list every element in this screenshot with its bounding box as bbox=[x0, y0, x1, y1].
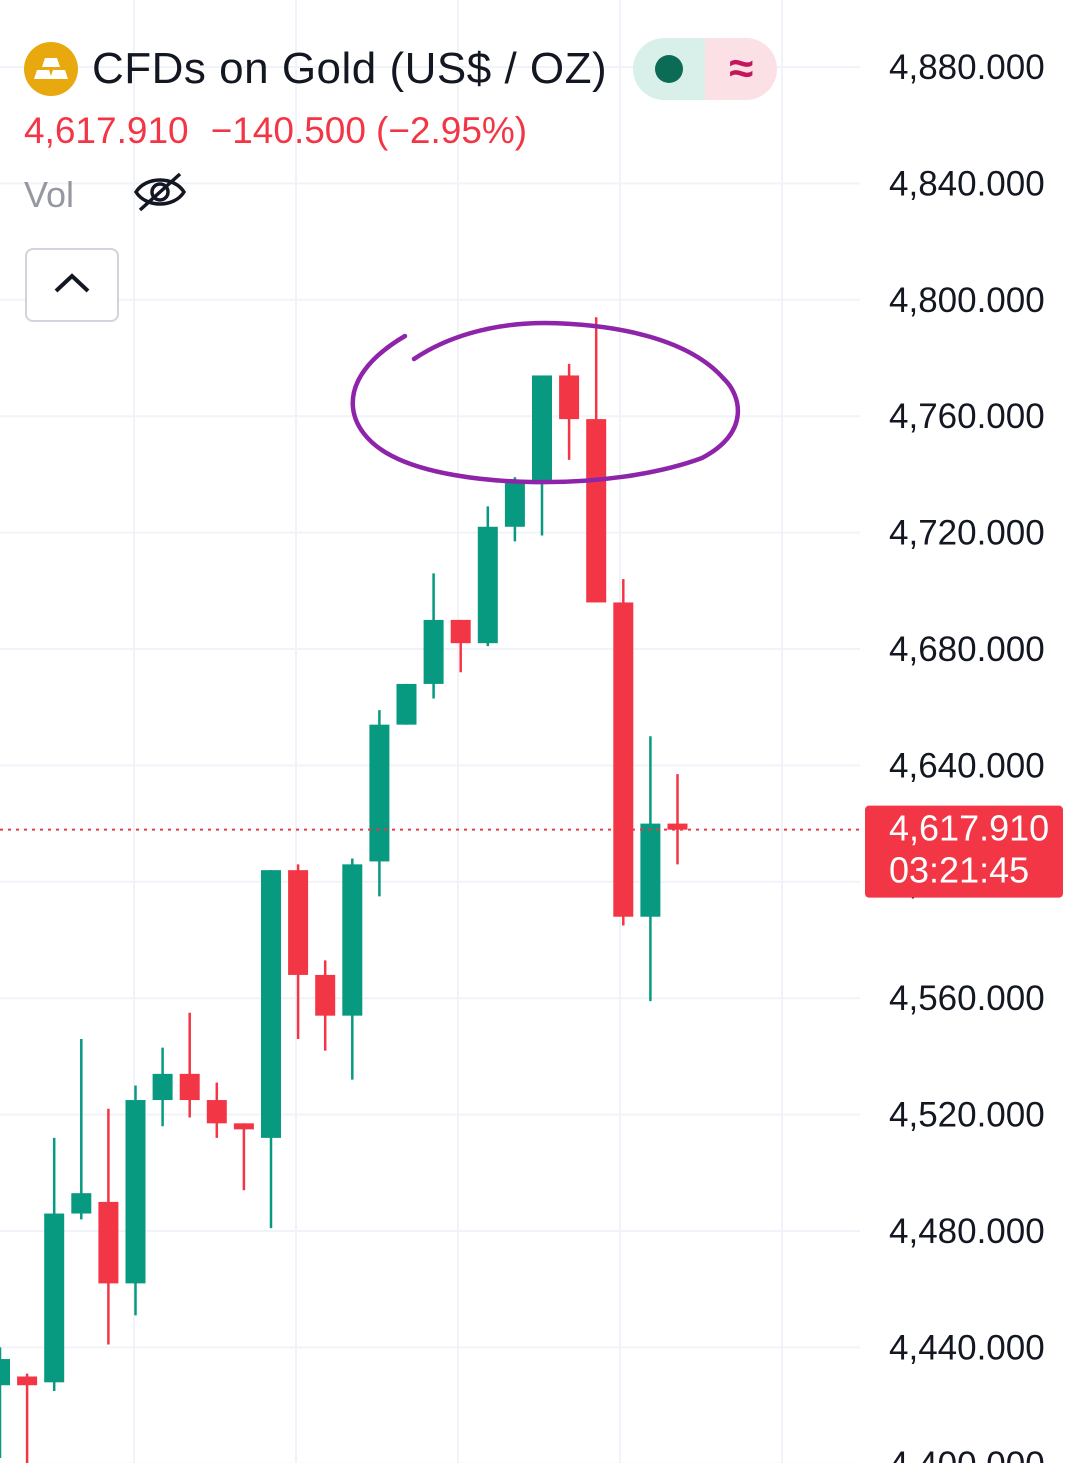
eye-off-icon[interactable] bbox=[132, 170, 188, 219]
candle-body bbox=[369, 724, 390, 862]
candle-body bbox=[0, 1359, 10, 1386]
annotation-ellipse[interactable] bbox=[350, 320, 741, 485]
price-axis[interactable]: 4,880.000 4,840.000 4,800.000 4,760.000 4,72… bbox=[889, 48, 1045, 1463]
candle-body bbox=[667, 823, 688, 830]
gold-bars-icon bbox=[24, 42, 78, 96]
price-axis-label: 4,800.000 bbox=[889, 281, 1045, 320]
candle-body bbox=[44, 1213, 65, 1383]
candle-body bbox=[152, 1073, 173, 1101]
price-axis-label: 4,560.000 bbox=[889, 979, 1045, 1018]
candles bbox=[0, 317, 688, 1463]
chevron-up-icon bbox=[52, 271, 92, 300]
candle[interactable] bbox=[152, 1047, 173, 1127]
candle-body bbox=[342, 864, 363, 1016]
candle-body bbox=[125, 1100, 146, 1284]
candle[interactable] bbox=[44, 1137, 65, 1392]
candle[interactable] bbox=[477, 506, 498, 647]
candle-body bbox=[233, 1123, 254, 1130]
candle-body bbox=[17, 1376, 38, 1386]
candle-body bbox=[206, 1100, 227, 1124]
price-change-row: 4,617.910 −140.500 (−2.95%) bbox=[24, 110, 777, 152]
price-axis-label: 4,480.000 bbox=[889, 1212, 1045, 1251]
price-tag: 4,617.910 03:21:45 bbox=[865, 805, 1063, 898]
last-price-tag-bg bbox=[865, 805, 1063, 898]
candle-body bbox=[261, 870, 281, 1138]
candle-body bbox=[504, 483, 525, 527]
candle[interactable] bbox=[450, 619, 471, 673]
candle-body bbox=[477, 526, 498, 644]
candle[interactable] bbox=[613, 579, 634, 926]
price-change-percent: (−2.95%) bbox=[375, 110, 528, 151]
candle[interactable] bbox=[369, 710, 390, 897]
price-axis-label: 4,880.000 bbox=[889, 48, 1045, 87]
candle-body bbox=[71, 1193, 92, 1214]
candle[interactable] bbox=[532, 375, 552, 536]
candle-body bbox=[396, 683, 417, 725]
candle[interactable] bbox=[98, 1108, 119, 1345]
price-axis-label: 4,440.000 bbox=[889, 1328, 1045, 1367]
candle[interactable] bbox=[423, 573, 444, 699]
candle-body bbox=[532, 375, 552, 484]
volume-label: Vol bbox=[24, 173, 75, 215]
volume-legend: Vol bbox=[24, 170, 777, 219]
price-axis-label: 4,640.000 bbox=[889, 746, 1045, 785]
price-axis-label: 4,760.000 bbox=[889, 397, 1045, 436]
candle-body bbox=[98, 1201, 119, 1284]
candle[interactable] bbox=[288, 864, 309, 1039]
candle[interactable] bbox=[342, 858, 363, 1080]
candle[interactable] bbox=[17, 1373, 38, 1463]
candle-body bbox=[559, 375, 580, 420]
candle[interactable] bbox=[125, 1085, 146, 1316]
candle[interactable] bbox=[71, 1038, 92, 1220]
candle[interactable] bbox=[640, 736, 661, 1002]
candle[interactable] bbox=[504, 477, 525, 542]
candle[interactable] bbox=[179, 1012, 200, 1118]
candle[interactable] bbox=[667, 774, 688, 865]
candle-body bbox=[613, 602, 634, 917]
market-status-pill[interactable]: ≈ bbox=[633, 38, 778, 100]
price-axis-label: 4,840.000 bbox=[889, 164, 1045, 203]
candle-body bbox=[179, 1073, 200, 1101]
price-axis-label: 4,680.000 bbox=[889, 630, 1045, 669]
candle-body bbox=[640, 823, 661, 917]
candle-body bbox=[586, 419, 607, 603]
symbol-header: CFDs on Gold (US$ / OZ) ≈ 4,617.910 −140.… bbox=[24, 38, 778, 219]
candle-body bbox=[315, 974, 336, 1016]
price-change: −140.500 bbox=[210, 110, 366, 151]
candle[interactable] bbox=[261, 870, 281, 1229]
collapse-legend-button[interactable] bbox=[25, 248, 119, 322]
extended-hours-icon: ≈ bbox=[705, 38, 778, 100]
candle[interactable] bbox=[0, 1347, 10, 1458]
candle[interactable] bbox=[233, 1123, 254, 1191]
candle[interactable] bbox=[586, 317, 607, 603]
bar-countdown: 03:21:45 bbox=[889, 850, 1029, 891]
candle[interactable] bbox=[396, 683, 417, 725]
price-axis-label: 4,400.000 bbox=[889, 1445, 1045, 1463]
candle-body bbox=[423, 619, 444, 684]
candle[interactable] bbox=[315, 960, 336, 1051]
candle[interactable] bbox=[206, 1082, 227, 1138]
market-open-icon bbox=[633, 38, 706, 100]
candle-body bbox=[450, 619, 471, 644]
symbol-title[interactable]: CFDs on Gold (US$ / OZ) bbox=[92, 44, 608, 93]
last-price: 4,617.910 bbox=[24, 110, 189, 151]
price-axis-label: 4,520.000 bbox=[889, 1096, 1045, 1135]
candle-body bbox=[288, 870, 309, 975]
price-axis-label: 4,720.000 bbox=[889, 514, 1045, 553]
candle[interactable] bbox=[559, 363, 580, 460]
last-price-tag-value: 4,617.910 bbox=[889, 808, 1049, 849]
